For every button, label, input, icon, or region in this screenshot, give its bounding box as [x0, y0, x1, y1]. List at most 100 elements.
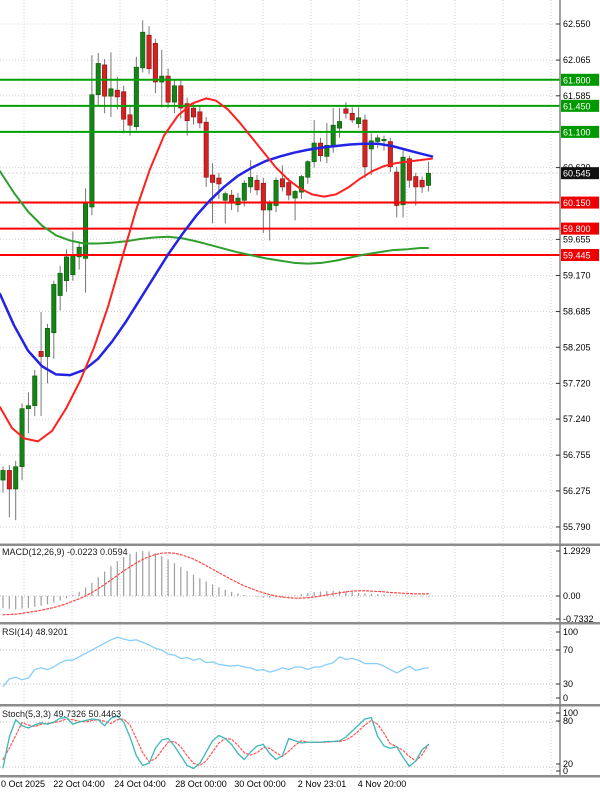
candle	[203, 121, 209, 178]
candle	[32, 375, 38, 406]
stoch-d-line	[2, 718, 430, 767]
candle	[248, 176, 254, 188]
rsi-axis-label: 30	[563, 679, 573, 689]
price-badge-label: 60.150	[563, 198, 591, 208]
candle	[222, 193, 228, 201]
price-axis-label: 59.170	[563, 270, 591, 280]
candle	[165, 75, 171, 103]
candle	[267, 203, 273, 211]
candle	[273, 179, 279, 206]
candle	[0, 470, 6, 481]
candle	[413, 176, 419, 188]
candle	[381, 139, 387, 142]
candle	[76, 246, 82, 258]
candle	[114, 89, 120, 98]
panel-separator	[0, 704, 600, 707]
price-badge	[561, 167, 599, 180]
candle	[260, 182, 266, 211]
candle	[343, 108, 349, 114]
x-axis-label: 22 Oct 04:00	[53, 779, 105, 789]
x-axis-label: 4 Nov 20:00	[358, 779, 407, 789]
price-badge-label: 60.545	[563, 169, 591, 179]
candle	[279, 178, 285, 188]
candle	[298, 176, 304, 193]
candle	[210, 174, 216, 183]
candle	[330, 124, 336, 146]
price-badge	[561, 73, 599, 86]
candle	[311, 142, 317, 162]
candle	[317, 142, 323, 156]
rsi-axis-label: 70	[563, 645, 573, 655]
price-axis-label: 55.790	[563, 522, 591, 532]
price-axis-label: 62.550	[563, 19, 591, 29]
candle	[349, 112, 355, 121]
price-badge-label: 59.445	[563, 251, 591, 261]
panel-separator	[0, 622, 600, 625]
ma-red-line	[0, 97, 433, 443]
candle	[6, 470, 12, 490]
candle	[324, 144, 330, 157]
price-badge	[561, 99, 599, 112]
price-badge-label: 61.450	[563, 101, 591, 111]
candle	[394, 171, 400, 206]
panel-separator	[0, 543, 600, 546]
price-axis-label: 56.755	[563, 450, 591, 460]
x-axis-label: 0 Oct 2025	[1, 779, 45, 789]
candle	[387, 141, 393, 168]
price-axis-label: 62.065	[563, 55, 591, 65]
price-badge	[561, 222, 599, 235]
candle	[133, 66, 139, 127]
candle	[241, 182, 247, 201]
candle	[83, 203, 89, 259]
ma-green-line	[0, 170, 429, 265]
price-axis-label: 59.655	[563, 234, 591, 244]
candle	[419, 179, 425, 188]
macd-signal-line	[2, 552, 430, 616]
macd-axis-label: -0.7332	[563, 614, 594, 624]
candle	[38, 351, 44, 357]
candle	[191, 107, 197, 118]
stoch-axis-label: 20	[563, 759, 573, 769]
rsi-axis-label: 0	[563, 693, 568, 703]
macd-axis-label: 0.00	[563, 591, 581, 601]
candle	[425, 172, 431, 186]
candle	[108, 88, 114, 97]
candle	[400, 156, 406, 206]
candle	[171, 85, 177, 103]
macd-axis-label: 1.2929	[563, 546, 591, 556]
candle	[152, 43, 158, 83]
price-axis-label: 57.720	[563, 378, 591, 388]
x-axis-label: 2 Nov 23:01	[298, 779, 347, 789]
candle	[44, 327, 50, 357]
price-axis-label: 58.685	[563, 307, 591, 317]
candle	[57, 272, 63, 296]
macd-label: MACD(12,26,9) -0.0223 0.0594	[2, 547, 128, 557]
stoch-axis-label: 100	[563, 708, 578, 718]
candle	[146, 34, 152, 69]
x-axis-label: 28 Oct 00:00	[175, 779, 227, 789]
price-badge-label: 61.800	[563, 75, 591, 85]
price-axis-label: 56.275	[563, 486, 591, 496]
rsi-label: RSI(14) 48.9201	[2, 627, 69, 637]
stoch-axis-label: 80	[563, 716, 573, 726]
candle	[216, 177, 222, 185]
candle	[51, 284, 57, 334]
candle	[254, 179, 260, 191]
candle	[292, 191, 298, 199]
price-axis-label: 58.205	[563, 342, 591, 352]
candle	[127, 114, 133, 126]
candle	[197, 111, 203, 124]
rsi-axis-label: 100	[563, 627, 578, 637]
price-badge	[561, 249, 599, 262]
panel-separator	[0, 775, 600, 778]
price-axis-label: 57.240	[563, 414, 591, 424]
candle	[140, 31, 146, 69]
candle	[235, 197, 241, 206]
price-badge	[561, 196, 599, 209]
stoch-label: Stoch(5,3,3) 49.7326 50.4463	[2, 709, 122, 719]
candle	[13, 466, 19, 490]
price-badge-label: 59.800	[563, 224, 591, 234]
candle	[286, 182, 292, 196]
